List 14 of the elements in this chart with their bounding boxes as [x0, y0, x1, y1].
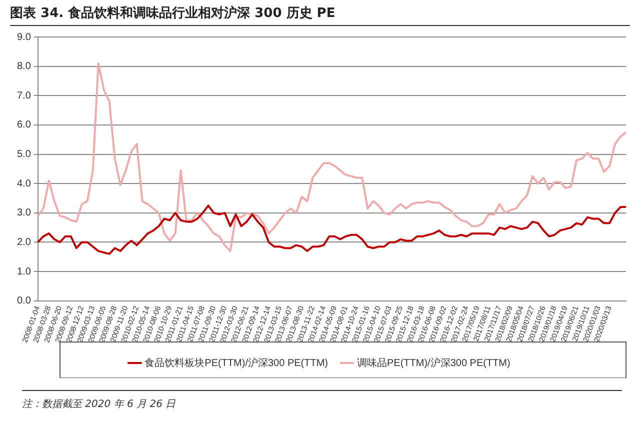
legend-label: 调味品PE(TTM)/沪深300 PE(TTM)	[357, 356, 510, 369]
y-tick-label: 0.0	[16, 296, 32, 307]
y-tick-label: 2.0	[16, 236, 32, 248]
y-tick-label: 3.0	[16, 208, 32, 219]
legend-label: 食品饮料板块PE(TTM)/沪深300 PE(TTM)	[144, 356, 328, 369]
y-tick-label: 1.0	[16, 266, 32, 278]
y-tick-label: 5.0	[16, 149, 32, 160]
y-tick-label: 8.0	[16, 61, 32, 72]
y-tick-label: 4.0	[16, 178, 32, 190]
text: 注：数据截至 2020 年 6 月 26 日	[22, 398, 177, 411]
y-tick-label: 6.0	[16, 120, 32, 131]
y-tick-label: 7.0	[16, 90, 32, 102]
chart-title: 图表 34. 食品饮料和调味品行业相对沪深 300 历史 PE	[10, 4, 630, 26]
y-tick-label: 9.0	[16, 32, 32, 43]
